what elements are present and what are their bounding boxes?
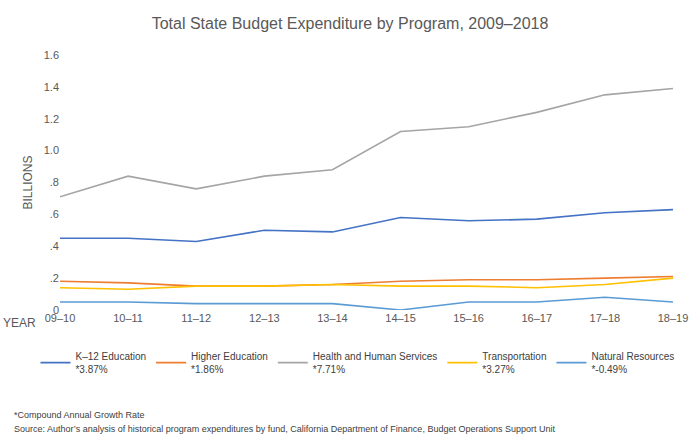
svg-text:09–10: 09–10: [45, 312, 76, 324]
svg-text:YEAR: YEAR: [3, 316, 36, 330]
svg-text:Health and Human Services*7.71: Health and Human Services*7.71%: [313, 351, 438, 375]
svg-text:1.0: 1.0: [44, 144, 59, 156]
svg-text:1.6: 1.6: [44, 49, 59, 61]
svg-text:Higher Education*1.86%: Higher Education*1.86%: [191, 351, 268, 375]
svg-text:.4: .4: [50, 240, 59, 252]
svg-text:Natural Resources*-0.49%: Natural Resources*-0.49%: [591, 351, 674, 375]
svg-text:12–13: 12–13: [249, 312, 280, 324]
svg-text:13–14: 13–14: [317, 312, 348, 324]
svg-text:14–15: 14–15: [385, 312, 416, 324]
svg-text:Total State Budget Expenditure: Total State Budget Expenditure by Progra…: [152, 15, 549, 32]
svg-text:*Compound Annual Growth Rate: *Compound Annual Growth Rate: [14, 410, 145, 420]
svg-text:.2: .2: [50, 272, 59, 284]
svg-text:11–12: 11–12: [181, 312, 211, 324]
svg-text:Source: Author’s analysis of h: Source: Author’s analysis of historical …: [14, 424, 555, 434]
svg-text:1.4: 1.4: [44, 81, 59, 93]
svg-text:10–11: 10–11: [113, 312, 143, 324]
svg-text:1.2: 1.2: [44, 113, 59, 125]
svg-text:K–12 Education*3.87%: K–12 Education*3.87%: [75, 351, 146, 375]
svg-text:17–18: 17–18: [590, 312, 621, 324]
svg-text:.6: .6: [50, 208, 59, 220]
svg-text:.8: .8: [50, 176, 59, 188]
svg-text:Transportation*3.27%: Transportation*3.27%: [482, 351, 546, 375]
svg-text:15–16: 15–16: [453, 312, 484, 324]
svg-text:0: 0: [53, 304, 59, 316]
svg-text:16–17: 16–17: [521, 312, 552, 324]
svg-text:18–19: 18–19: [658, 312, 689, 324]
svg-text:BILLIONS: BILLIONS: [21, 155, 35, 209]
